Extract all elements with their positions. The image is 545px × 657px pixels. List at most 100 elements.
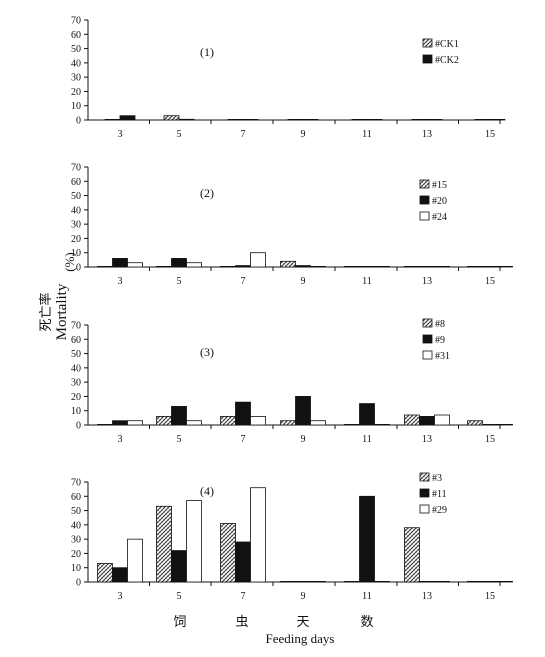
bar-11-day-5 <box>171 550 187 583</box>
bar-8-day-3 <box>97 423 113 426</box>
bar-CK1-day-11 <box>351 119 368 121</box>
bar-15-day-5 <box>156 265 172 268</box>
x-tick-label: 3 <box>118 591 123 602</box>
legend: #15 #20 #24 <box>419 179 447 223</box>
bar-15-day-11 <box>344 265 360 268</box>
panel-label: (3) <box>200 345 214 359</box>
y-tick-label: 60 <box>71 177 81 188</box>
y-axis-label: 死亡率 Mortality <box>38 283 70 340</box>
bar-8-day-11 <box>344 423 360 426</box>
y-tick-label: 0 <box>76 421 81 432</box>
legend-swatch <box>422 334 433 344</box>
y-tick-label: 70 <box>71 163 81 174</box>
bar-CK1-day-7 <box>227 119 244 121</box>
bar-9-day-9 <box>295 396 311 426</box>
y-tick-label: 70 <box>71 321 81 332</box>
bar-8-day-15 <box>467 420 483 426</box>
y-tick-label: 10 <box>71 248 81 259</box>
bar-20-day-3 <box>112 258 128 268</box>
y-tick-label: 60 <box>71 30 81 41</box>
bar-CK1-day-3 <box>104 119 121 121</box>
y-tick-label: 50 <box>71 191 81 202</box>
y-tick-label: 0 <box>76 578 81 589</box>
x-tick-label: 11 <box>362 129 372 140</box>
x-tick-label: 5 <box>177 434 182 445</box>
bar-31-day-7 <box>250 416 266 426</box>
y-tick-label: 20 <box>71 87 81 98</box>
bar-8-day-5 <box>156 416 172 426</box>
bar-20-day-15 <box>482 265 498 268</box>
x-tick-label: 9 <box>301 434 306 445</box>
bar-20-day-7 <box>235 265 251 268</box>
bar-9-day-11 <box>359 403 375 426</box>
y-tick-label: 40 <box>71 363 81 374</box>
legend-label: #31 <box>435 351 450 362</box>
legend-swatch <box>422 54 433 64</box>
legend-swatch <box>419 195 430 205</box>
bar-CK1-day-9 <box>287 119 304 121</box>
y-tick-label: 30 <box>71 73 81 84</box>
bar-3-day-11 <box>344 581 360 583</box>
bar-3-day-9 <box>280 581 296 583</box>
bar-9-day-7 <box>235 401 251 426</box>
legend-swatch <box>419 504 430 514</box>
bar-29-day-13 <box>434 581 450 583</box>
panel-label: (2) <box>200 186 214 200</box>
bar-20-day-5 <box>171 258 187 268</box>
y-tick-label: 20 <box>71 549 81 560</box>
bar-8-day-7 <box>220 416 236 426</box>
panel-4: 0 10 20 30 40 50 60 70 3 5 7 9 11 13 15 (4) #3 #11 #29 <box>71 472 513 602</box>
y-tick-label: 60 <box>71 492 81 503</box>
bar-29-day-9 <box>310 581 326 583</box>
bar-20-day-13 <box>419 265 435 268</box>
legend-label: #8 <box>435 319 445 330</box>
y-tick-label: 40 <box>71 205 81 216</box>
bar-9-day-13 <box>419 416 435 426</box>
legend-label: #CK1 <box>435 39 459 50</box>
y-tick-label: 40 <box>71 58 81 69</box>
legend-label: #9 <box>435 335 445 346</box>
y-tick-label: 0 <box>76 263 81 274</box>
y-tick-label: 20 <box>71 234 81 245</box>
bar-3-day-5 <box>156 505 172 583</box>
bar-31-day-13 <box>434 414 450 426</box>
x-tick-label: 11 <box>362 591 372 602</box>
x-tick-label: 3 <box>118 434 123 445</box>
x-tick-label: 13 <box>422 434 432 445</box>
legend-swatch <box>419 472 430 482</box>
bar-11-day-15 <box>482 581 498 583</box>
x-tick-label: 5 <box>177 591 182 602</box>
x-tick-label: 7 <box>241 129 246 140</box>
legend: #3 #11 #29 <box>419 472 447 516</box>
bar-29-day-5 <box>186 500 202 583</box>
legend-label: #20 <box>432 196 447 207</box>
bar-24-day-7 <box>250 252 266 268</box>
bar-29-day-7 <box>250 487 266 583</box>
y-tick-label: 50 <box>71 506 81 517</box>
x-axis-label-cn-3: 天 <box>296 614 309 629</box>
bar-24-day-11 <box>374 265 390 268</box>
bar-CK2-day-13 <box>426 119 443 121</box>
legend-label: #24 <box>432 212 447 223</box>
bar-CK1-day-5 <box>163 115 180 121</box>
x-tick-label: 15 <box>485 276 495 287</box>
bar-11-day-13 <box>419 581 435 583</box>
legend: #8 #9 #31 <box>422 318 450 362</box>
panel-label: (4) <box>200 484 214 498</box>
panel-label: (1) <box>200 45 214 59</box>
bar-24-day-5 <box>186 262 202 268</box>
legend-label: #29 <box>432 505 447 516</box>
bar-31-day-5 <box>186 420 202 426</box>
legend-swatch <box>419 488 430 498</box>
y-tick-label: 30 <box>71 220 81 231</box>
y-tick-label: 60 <box>71 335 81 346</box>
bar-24-day-15 <box>497 265 513 268</box>
x-axis-label-cn-1: 饲 <box>173 614 186 629</box>
legend-swatch <box>422 318 433 328</box>
bar-29-day-3 <box>127 538 143 583</box>
bar-CK2-day-11 <box>366 119 383 121</box>
x-tick-label: 5 <box>177 129 182 140</box>
bar-3-day-7 <box>220 523 236 583</box>
bar-CK2-day-9 <box>302 119 319 121</box>
